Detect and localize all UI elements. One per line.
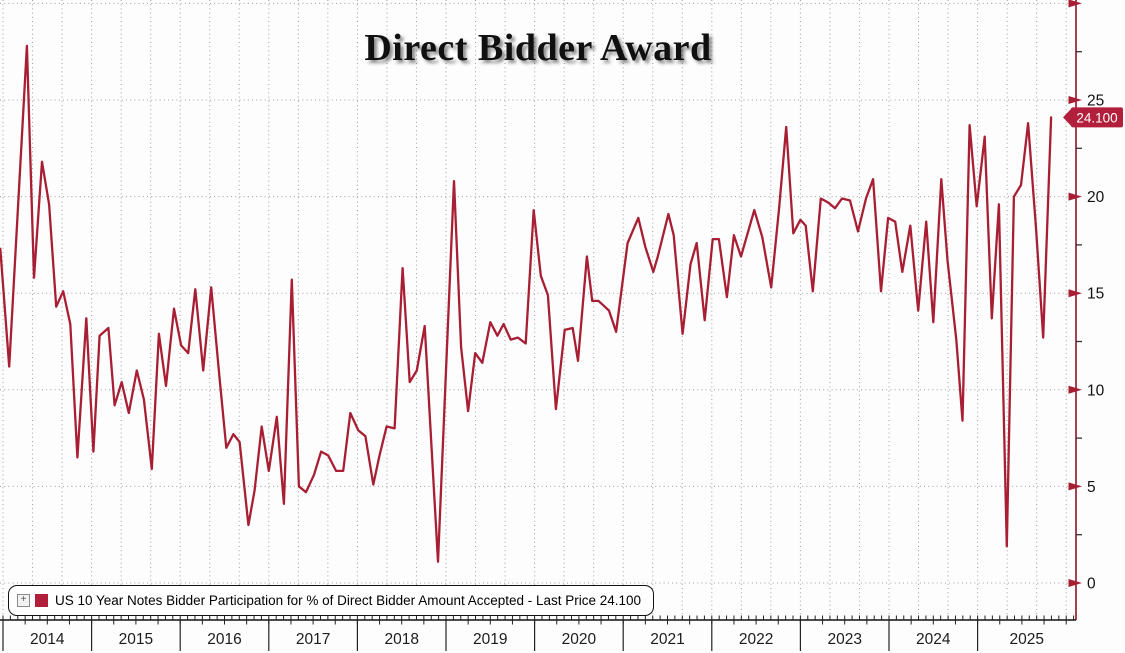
svg-text:0: 0 xyxy=(1087,576,1096,593)
svg-text:2021: 2021 xyxy=(650,631,684,648)
svg-text:2024: 2024 xyxy=(916,631,951,648)
svg-text:15: 15 xyxy=(1087,286,1104,303)
svg-text:2018: 2018 xyxy=(384,631,418,648)
svg-text:24.100: 24.100 xyxy=(1076,110,1117,125)
svg-text:2015: 2015 xyxy=(119,631,153,648)
svg-text:2017: 2017 xyxy=(296,631,330,648)
svg-text:2025: 2025 xyxy=(1010,631,1044,648)
legend-expand-icon[interactable]: + xyxy=(17,594,30,607)
x-axis: 2014 2015 2016 2017 2018 2019 2020 2021 2022 2023… xyxy=(0,615,1076,651)
grid xyxy=(0,0,1076,620)
svg-text:2014: 2014 xyxy=(30,631,65,648)
svg-text:2023: 2023 xyxy=(827,631,861,648)
svg-text:20: 20 xyxy=(1087,189,1105,206)
svg-text:2019: 2019 xyxy=(473,631,507,648)
svg-text:2016: 2016 xyxy=(207,631,241,648)
last-price-badge: 24.100 xyxy=(1063,107,1123,128)
price-line xyxy=(0,44,1053,563)
svg-text:2020: 2020 xyxy=(562,631,597,648)
legend-box[interactable]: + US 10 Year Notes Bidder Participation … xyxy=(8,585,655,616)
svg-text:10: 10 xyxy=(1087,382,1105,399)
legend-series-label: US 10 Year Notes Bidder Participation fo… xyxy=(55,593,642,608)
series-swatch-icon xyxy=(35,594,48,607)
svg-text:5: 5 xyxy=(1087,479,1096,496)
svg-text:2022: 2022 xyxy=(739,631,773,648)
svg-text:25: 25 xyxy=(1087,93,1104,110)
y-axis: 0 5 10 15 20 25 xyxy=(1068,0,1105,620)
